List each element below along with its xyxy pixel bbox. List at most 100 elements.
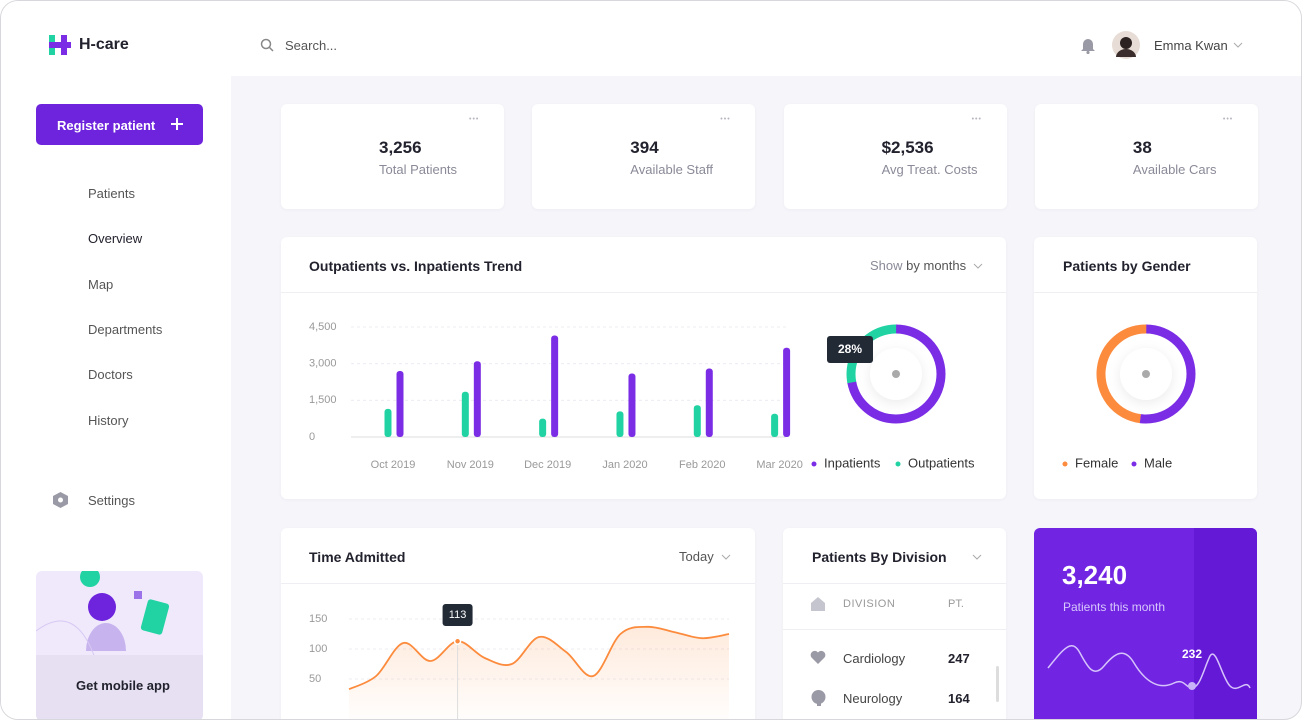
- promo-text[interactable]: Get mobile app: [76, 678, 170, 693]
- filter-prefix[interactable]: Show: [870, 258, 903, 273]
- nav-item[interactable]: Patients: [88, 186, 135, 201]
- legend-dot: [811, 461, 817, 467]
- nav-item[interactable]: History: [88, 413, 129, 428]
- gender-chart: Female Male: [1062, 324, 1196, 470]
- stat-card: 3,256 Total Patients •••: [281, 104, 504, 209]
- x-tick-label: Mar 2020: [756, 459, 802, 471]
- monthly-value: 3,240: [1062, 560, 1128, 590]
- promo-footer: [36, 655, 203, 719]
- stat-label: Total Patients: [379, 162, 458, 177]
- legend-dot: [1062, 461, 1068, 467]
- nav-settings[interactable]: Settings: [88, 493, 135, 508]
- brain-icon: [811, 690, 826, 706]
- monthly-label: Patients this month: [1063, 600, 1166, 614]
- brand: H-care: [79, 36, 129, 53]
- bell-icon[interactable]: [1080, 36, 1096, 54]
- x-tick-label: Nov 2019: [447, 459, 494, 471]
- divider: [783, 629, 1006, 630]
- legend-label: Outpatients: [908, 455, 975, 470]
- column-header: DIVISION: [843, 598, 896, 610]
- y-tick-label: 50: [309, 673, 321, 685]
- search-icon: [260, 38, 274, 52]
- divider: [1034, 292, 1257, 293]
- user-name[interactable]: Emma Kwan: [1154, 38, 1228, 53]
- share-tooltip: [827, 336, 873, 363]
- heart-icon: [810, 650, 826, 664]
- filter-value[interactable]: by months: [906, 258, 967, 273]
- nav-item[interactable]: Map: [88, 277, 114, 292]
- legend-label: Female: [1075, 455, 1118, 470]
- bar: [705, 368, 713, 437]
- avatar[interactable]: [1112, 31, 1140, 59]
- stat-card: 38 Available Cars •••: [1034, 104, 1258, 209]
- nav-item[interactable]: Departments: [88, 322, 163, 337]
- time-chart: 50 100 150 113: [309, 604, 730, 719]
- bar: [473, 361, 481, 437]
- nav-item[interactable]: Doctors: [88, 367, 133, 382]
- trend-chart: 0 1,500 3,000 4,500 Oct 2019 Nov 2019 Dec 2019…: [309, 321, 975, 471]
- card-title: Time Admitted: [309, 549, 406, 565]
- donut-segment: [1096, 324, 1196, 424]
- tooltip: [442, 604, 473, 626]
- donut-icon: [1142, 370, 1150, 378]
- y-tick-label: 1,500: [309, 394, 337, 406]
- more-button[interactable]: •••: [469, 116, 480, 123]
- bar: [628, 373, 636, 437]
- plus-icon[interactable]: [171, 118, 183, 130]
- x-tick-label: Feb 2020: [679, 459, 725, 471]
- bar: [693, 405, 701, 437]
- legend-label: Inpatients: [824, 455, 881, 470]
- filter-dropdown[interactable]: Show by months: [870, 258, 966, 273]
- gender-card: Patients by Gender Female Male: [1034, 237, 1257, 499]
- tooltip-label: 113: [449, 609, 467, 621]
- trend-card: Outpatients vs. Inpatients Trend Show by…: [281, 237, 1006, 499]
- user-chevron[interactable]: [1233, 41, 1243, 49]
- stat-label: Available Cars: [1132, 162, 1217, 177]
- card-shade: [1194, 528, 1257, 719]
- filter-dropdown[interactable]: Today: [679, 549, 714, 564]
- donut-icon: [892, 370, 900, 378]
- x-tick-label: Dec 2019: [524, 459, 571, 471]
- register-label[interactable]: Register patient: [57, 118, 156, 133]
- more-button[interactable]: •••: [1222, 116, 1234, 123]
- x-tick-label: Oct 2019: [371, 459, 416, 471]
- division-card: Patients By Division DIVISION PT. Cardio…: [783, 528, 1006, 719]
- line: [348, 625, 730, 691]
- monthly-card: 3,240 Patients this month 232: [1034, 528, 1257, 719]
- settings-icon[interactable]: [53, 492, 68, 508]
- stat-value: 38: [1132, 138, 1152, 157]
- point: [453, 637, 462, 645]
- filter-chevron[interactable]: [721, 553, 731, 561]
- home-icon: [811, 597, 825, 611]
- legend-dot: [1131, 461, 1137, 467]
- time-card: Time Admitted Today 50 100 150 113: [281, 528, 755, 719]
- card-title: Patients By Division: [812, 549, 947, 565]
- search-input[interactable]: Search...: [285, 38, 338, 53]
- nav-item[interactable]: Overview: [88, 231, 143, 246]
- stat-label: Available Staff: [630, 162, 713, 177]
- bar: [396, 371, 404, 437]
- y-tick-label: 0: [309, 431, 315, 443]
- y-tick-label: 150: [309, 613, 327, 625]
- stat-label: Avg Treat. Costs: [881, 162, 978, 177]
- column-header: PT.: [948, 598, 964, 610]
- y-tick-label: 100: [309, 643, 327, 655]
- bar: [783, 347, 791, 437]
- stat-value: 3,256: [379, 138, 422, 157]
- division-chevron[interactable]: [972, 553, 982, 561]
- legend-label: Male: [1144, 455, 1172, 470]
- filter-chevron[interactable]: [973, 262, 983, 270]
- more-button[interactable]: •••: [971, 116, 982, 123]
- y-tick-label: 3,000: [309, 358, 337, 370]
- more-button[interactable]: •••: [720, 116, 731, 123]
- scrollbar[interactable]: [996, 666, 999, 702]
- bar: [461, 391, 469, 437]
- divider: [783, 583, 1006, 584]
- logo-icon: [49, 35, 71, 55]
- bar: [771, 413, 779, 437]
- promo-card: [36, 571, 203, 719]
- divider: [281, 292, 1006, 293]
- stat-card: 394 Available Staff •••: [532, 104, 756, 209]
- divider: [281, 583, 755, 584]
